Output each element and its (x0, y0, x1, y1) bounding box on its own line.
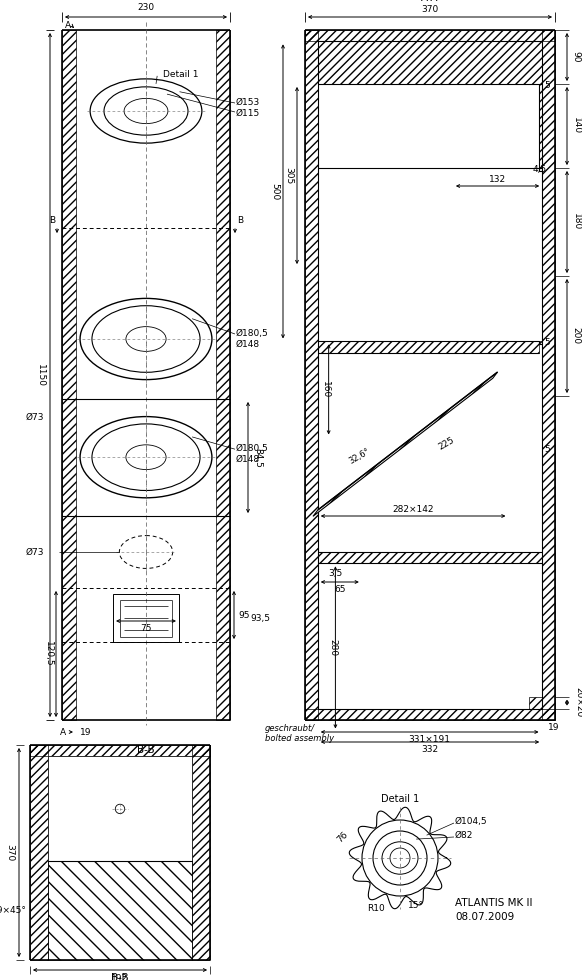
Text: 5: 5 (544, 81, 550, 90)
Text: geschraubt/: geschraubt/ (265, 723, 315, 732)
Bar (113, 594, 179, 642)
Text: B-B: B-B (137, 745, 155, 755)
Bar (305, 30, 555, 41)
Text: Ø82: Ø82 (455, 830, 473, 840)
Text: 32,6°: 32,6° (347, 447, 371, 465)
Bar (216, 30, 230, 720)
Text: Ø104,5: Ø104,5 (455, 816, 488, 825)
Bar (539, 84, 542, 168)
Text: 3,5: 3,5 (328, 568, 342, 577)
Text: 370: 370 (421, 5, 439, 14)
Bar (305, 709, 555, 720)
Text: 93,5: 93,5 (250, 613, 270, 622)
Bar (30, 745, 48, 960)
Text: Ø115: Ø115 (236, 109, 260, 118)
Text: 192: 192 (111, 973, 129, 980)
Text: Detail 1: Detail 1 (381, 794, 419, 804)
Polygon shape (313, 372, 498, 516)
Text: ATLANTIS MK II: ATLANTIS MK II (455, 898, 533, 908)
Text: bolted assembly: bolted assembly (265, 733, 334, 743)
Text: 160: 160 (321, 381, 330, 398)
Text: 5: 5 (544, 445, 550, 454)
Text: 65: 65 (334, 584, 346, 594)
Text: 132: 132 (489, 174, 506, 183)
Text: 5: 5 (544, 338, 550, 347)
Text: B: B (237, 216, 243, 224)
Text: 282×142: 282×142 (392, 505, 434, 514)
Text: 305: 305 (285, 167, 293, 184)
Text: 332: 332 (421, 745, 439, 754)
Bar (542, 30, 555, 720)
Text: 76: 76 (336, 830, 350, 845)
Text: 230: 230 (137, 4, 155, 13)
Text: Ø153: Ø153 (236, 97, 260, 107)
Text: 140: 140 (572, 118, 580, 134)
Text: 331×191: 331×191 (409, 734, 450, 744)
Text: 19: 19 (80, 727, 91, 737)
Text: Detail 1: Detail 1 (163, 71, 198, 79)
Text: Ø148: Ø148 (236, 339, 260, 349)
Text: 180: 180 (572, 214, 580, 230)
Text: 95: 95 (238, 611, 250, 619)
Bar (539, 341, 542, 344)
Text: 19: 19 (548, 722, 560, 731)
Text: A: A (60, 727, 66, 737)
Text: 1150: 1150 (36, 364, 44, 386)
Text: 75: 75 (140, 623, 152, 632)
Text: Ø148: Ø148 (236, 455, 260, 464)
Text: A: A (65, 21, 71, 29)
Text: Ø180,5: Ø180,5 (236, 444, 269, 453)
Text: B-B: B-B (111, 973, 129, 980)
Text: Ø73: Ø73 (26, 548, 44, 557)
Bar (48, 756, 192, 861)
Text: 08.07.2009: 08.07.2009 (455, 912, 514, 922)
Text: 500: 500 (271, 183, 279, 200)
Bar (48, 861, 192, 960)
Text: Ø73: Ø73 (26, 413, 44, 421)
Bar (318, 341, 539, 353)
Bar (318, 552, 542, 563)
Text: A-A: A-A (421, 0, 439, 3)
Bar (30, 745, 210, 756)
Bar (528, 697, 542, 709)
Bar (62, 30, 76, 720)
Text: 84,5: 84,5 (254, 448, 262, 467)
Text: R10: R10 (367, 904, 385, 912)
Bar (539, 168, 542, 171)
Text: 90: 90 (572, 51, 580, 63)
Text: 15°: 15° (408, 901, 424, 909)
Text: 120,5: 120,5 (44, 641, 52, 666)
Text: 370: 370 (5, 844, 15, 861)
Text: B: B (49, 216, 55, 224)
Bar (192, 745, 210, 960)
Bar (318, 41, 542, 84)
Text: 19×45°: 19×45° (0, 906, 27, 915)
Bar (305, 30, 318, 720)
Text: 280: 280 (328, 639, 337, 656)
Text: 225: 225 (437, 436, 456, 452)
Text: Ø180,5: Ø180,5 (236, 328, 269, 337)
Text: 200: 200 (572, 327, 580, 345)
Text: 4,5: 4,5 (533, 166, 547, 174)
Text: 20×20: 20×20 (574, 688, 582, 717)
